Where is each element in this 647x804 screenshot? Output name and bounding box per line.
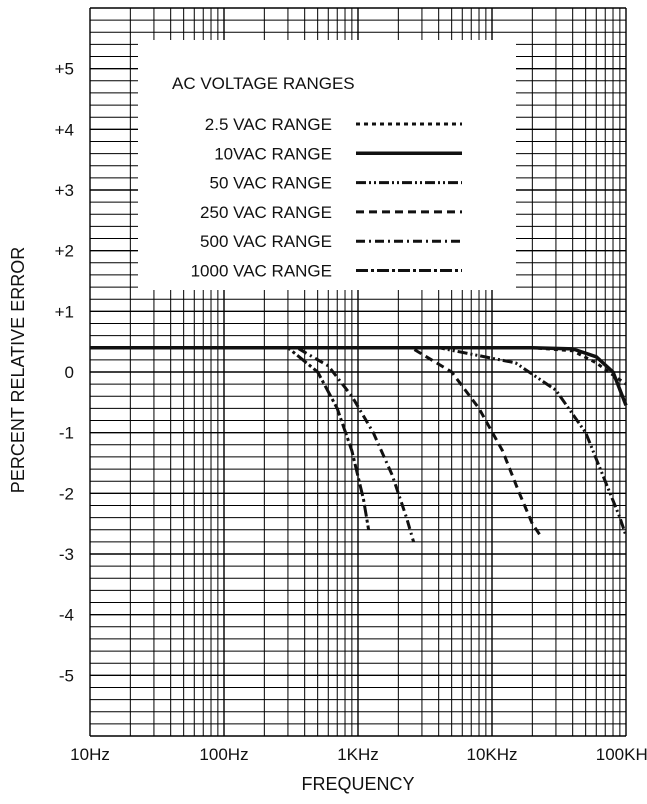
series-line-5 bbox=[90, 346, 416, 543]
y-tick-label: -5 bbox=[59, 666, 74, 685]
legend-label: 1000 VAC RANGE bbox=[191, 262, 332, 281]
y-tick-label: +1 bbox=[55, 302, 74, 321]
x-tick-label: 100Hz bbox=[199, 745, 248, 764]
legend: AC VOLTAGE RANGES 2.5 VAC RANGE 10VAC RANG… bbox=[138, 40, 516, 290]
x-axis-title: FREQUENCY bbox=[301, 774, 414, 794]
y-tick-label: +2 bbox=[55, 242, 74, 261]
legend-label: 50 VAC RANGE bbox=[209, 174, 332, 193]
series-line-6 bbox=[90, 346, 371, 530]
legend-box bbox=[138, 40, 516, 290]
x-tick-label: 10Hz bbox=[70, 745, 110, 764]
y-tick-label: -4 bbox=[59, 606, 74, 625]
series-line-3 bbox=[90, 346, 628, 537]
legend-title: AC VOLTAGE RANGES bbox=[172, 74, 355, 93]
y-axis-title: PERCENT RELATIVE ERROR bbox=[8, 247, 28, 493]
legend-label: 2.5 VAC RANGE bbox=[205, 115, 332, 134]
x-tick-label: 10KHz bbox=[466, 745, 517, 764]
series-layer bbox=[90, 345, 628, 543]
y-tick-label: -1 bbox=[59, 424, 74, 443]
tick-labels: 10Hz 100Hz 1KHz 10KHz 100KHz +5 +4 +3 +2 +1 0 -1 -2 -… bbox=[55, 60, 647, 764]
series-line-4 bbox=[90, 346, 542, 537]
y-tick-label: -3 bbox=[59, 545, 74, 564]
y-tick-label: -2 bbox=[59, 484, 74, 503]
y-tick-label: 0 bbox=[65, 363, 74, 382]
legend-label: 500 VAC RANGE bbox=[200, 232, 332, 251]
legend-label: 10VAC RANGE bbox=[214, 144, 332, 163]
x-tick-label: 100KHz bbox=[596, 745, 647, 764]
y-tick-label: +3 bbox=[55, 181, 74, 200]
y-tick-label: +5 bbox=[55, 60, 74, 79]
legend-label: 250 VAC RANGE bbox=[200, 203, 332, 222]
x-tick-label: 1KHz bbox=[337, 745, 379, 764]
y-tick-label: +4 bbox=[55, 120, 74, 139]
